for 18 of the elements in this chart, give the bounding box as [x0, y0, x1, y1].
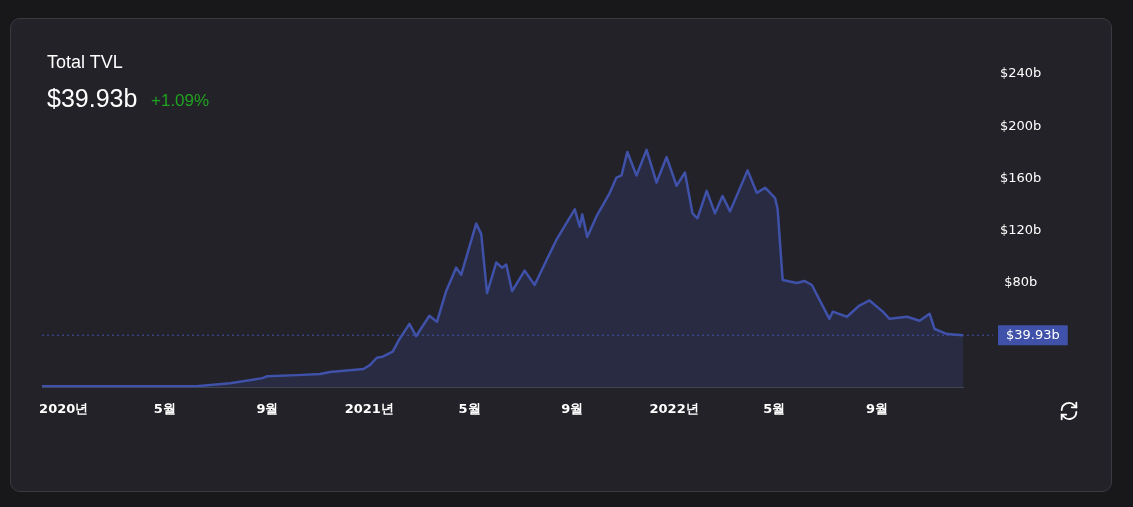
y-tick-label: $80b — [1004, 274, 1038, 290]
x-tick-label: 5월 — [153, 400, 176, 416]
text: $39.93b — [47, 84, 138, 113]
annotation: +1.09% — [151, 91, 210, 111]
x-tick-label: 9월 — [561, 400, 584, 416]
x-tick-label: 5월 — [763, 400, 786, 416]
chart-title: Total TVL — [47, 52, 123, 73]
y-tick-label: $120b — [1000, 222, 1042, 238]
x-tick-label: 9월 — [865, 400, 889, 416]
y-tick-label: $200b — [1000, 117, 1042, 133]
x-tick-label: 2020년 — [39, 400, 89, 416]
ref-line-label: $39.93b — [1006, 326, 1060, 342]
y-tick-label: $160b — [1000, 169, 1042, 185]
y-tick-label: $240b — [1000, 65, 1042, 81]
x-tick-label: 2022년 — [649, 400, 699, 416]
x-tick-label: 2021년 — [344, 400, 394, 416]
x-tick-label: 5월 — [458, 400, 481, 416]
x-tick-label: 9월 — [256, 400, 279, 416]
